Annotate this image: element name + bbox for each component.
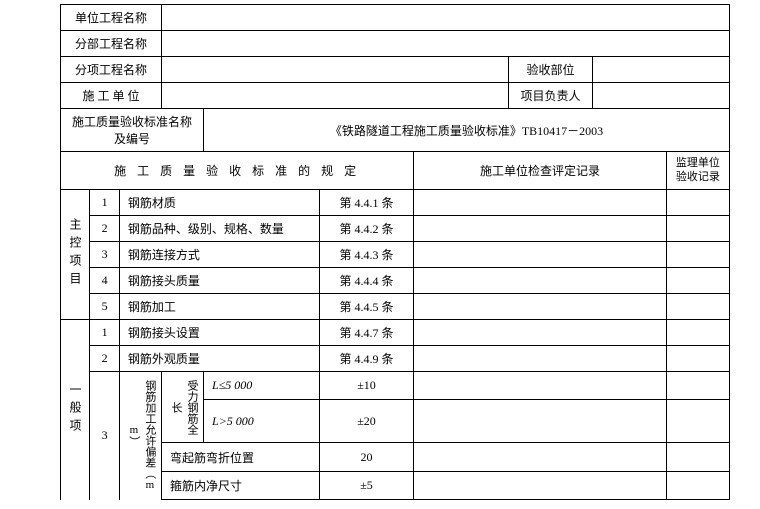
supervision-cell — [666, 293, 729, 319]
row-num: 5 — [90, 293, 119, 319]
row-num: 2 — [90, 215, 119, 241]
inspection-cell — [414, 189, 666, 215]
value-subproject — [161, 31, 729, 57]
item-name: 钢筋连接方式 — [119, 241, 319, 267]
clause-ref: 第 4.4.3 条 — [319, 241, 414, 267]
supervision-cell — [666, 371, 729, 399]
label-construction-unit: 施 工 单 位 — [61, 83, 162, 109]
row-num: 2 — [90, 345, 119, 371]
tolerance-value: ±10 — [319, 371, 414, 399]
item-name: 钢筋品种、级别、规格、数量 — [119, 215, 319, 241]
group-general: 一般项 — [61, 319, 90, 500]
clause-ref: 第 4.4.2 条 — [319, 215, 414, 241]
value-unit-project — [161, 5, 729, 31]
inspection-cell — [414, 215, 666, 241]
value-item-project — [161, 57, 508, 83]
label-subproject: 分部工程名称 — [61, 31, 162, 57]
row-num: 1 — [90, 189, 119, 215]
row-num: 1 — [90, 319, 119, 345]
inspection-cell — [414, 443, 666, 471]
value-acceptance-part — [593, 57, 730, 83]
subgroup-main-rebar-length: 受力钢筋全长 — [161, 371, 203, 443]
row-num: 3 — [90, 371, 119, 500]
label-project-leader: 项目负责人 — [508, 83, 592, 109]
col-heading-inspection-record: 施工单位检查评定记录 — [414, 152, 666, 190]
supervision-cell — [666, 399, 729, 443]
item-name: 钢筋接头设置 — [119, 319, 319, 345]
inspection-cell — [414, 319, 666, 345]
clause-ref: 第 4.4.4 条 — [319, 267, 414, 293]
group-main-control: 主控项目 — [61, 189, 90, 319]
supervision-cell — [666, 471, 729, 499]
col-heading-supervision-record: 监理单位验收记录 — [666, 152, 729, 190]
tolerance-value: 20 — [319, 443, 414, 471]
clause-ref: 第 4.4.1 条 — [319, 189, 414, 215]
supervision-cell — [666, 319, 729, 345]
label-item-project: 分项工程名称 — [61, 57, 162, 83]
supervision-cell — [666, 345, 729, 371]
tolerance-value: ±20 — [319, 399, 414, 443]
row-num: 3 — [90, 241, 119, 267]
item-name: 钢筋外观质量 — [119, 345, 319, 371]
item-name: 弯起筋弯折位置 — [161, 443, 319, 471]
item-name: 钢筋材质 — [119, 189, 319, 215]
inspection-cell — [414, 241, 666, 267]
inspection-cell — [414, 345, 666, 371]
row-num: 4 — [90, 267, 119, 293]
clause-ref: 第 4.4.7 条 — [319, 319, 414, 345]
supervision-cell — [666, 267, 729, 293]
clause-ref: 第 4.4.9 条 — [319, 345, 414, 371]
supervision-cell — [666, 241, 729, 267]
inspection-cell — [414, 267, 666, 293]
cond-label: L>5 000 — [204, 399, 320, 443]
item-name: 钢筋接头质量 — [119, 267, 319, 293]
label-acceptance-part: 验收部位 — [508, 57, 592, 83]
tolerance-value: ±5 — [319, 471, 414, 499]
supervision-cell — [666, 215, 729, 241]
clause-ref: 第 4.4.5 条 — [319, 293, 414, 319]
col-heading-regulation: 施 工 质 量 验 收 标 准 的 规 定 — [61, 152, 414, 190]
cond-label: L≤5 000 — [204, 371, 320, 399]
inspection-form-table: 单位工程名称 分部工程名称 分项工程名称 验收部位 施 工 单 位 项目负责人 … — [60, 4, 730, 500]
inspection-cell — [414, 471, 666, 499]
value-construction-unit — [161, 83, 508, 109]
item-name: 箍筋内净尺寸 — [161, 471, 319, 499]
subgroup-rebar-tolerance: 钢筋加工允许偏差（mm） — [119, 371, 161, 500]
inspection-cell — [414, 293, 666, 319]
inspection-cell — [414, 371, 666, 399]
label-standard-name: 施工质量验收标准名称及编号 — [61, 109, 204, 152]
label-unit-project: 单位工程名称 — [61, 5, 162, 31]
value-project-leader — [593, 83, 730, 109]
supervision-cell — [666, 443, 729, 471]
item-name: 钢筋加工 — [119, 293, 319, 319]
value-standard-name: 《铁路隧道工程施工质量验收标准》TB10417－2003 — [204, 109, 730, 152]
supervision-cell — [666, 189, 729, 215]
inspection-cell — [414, 399, 666, 443]
